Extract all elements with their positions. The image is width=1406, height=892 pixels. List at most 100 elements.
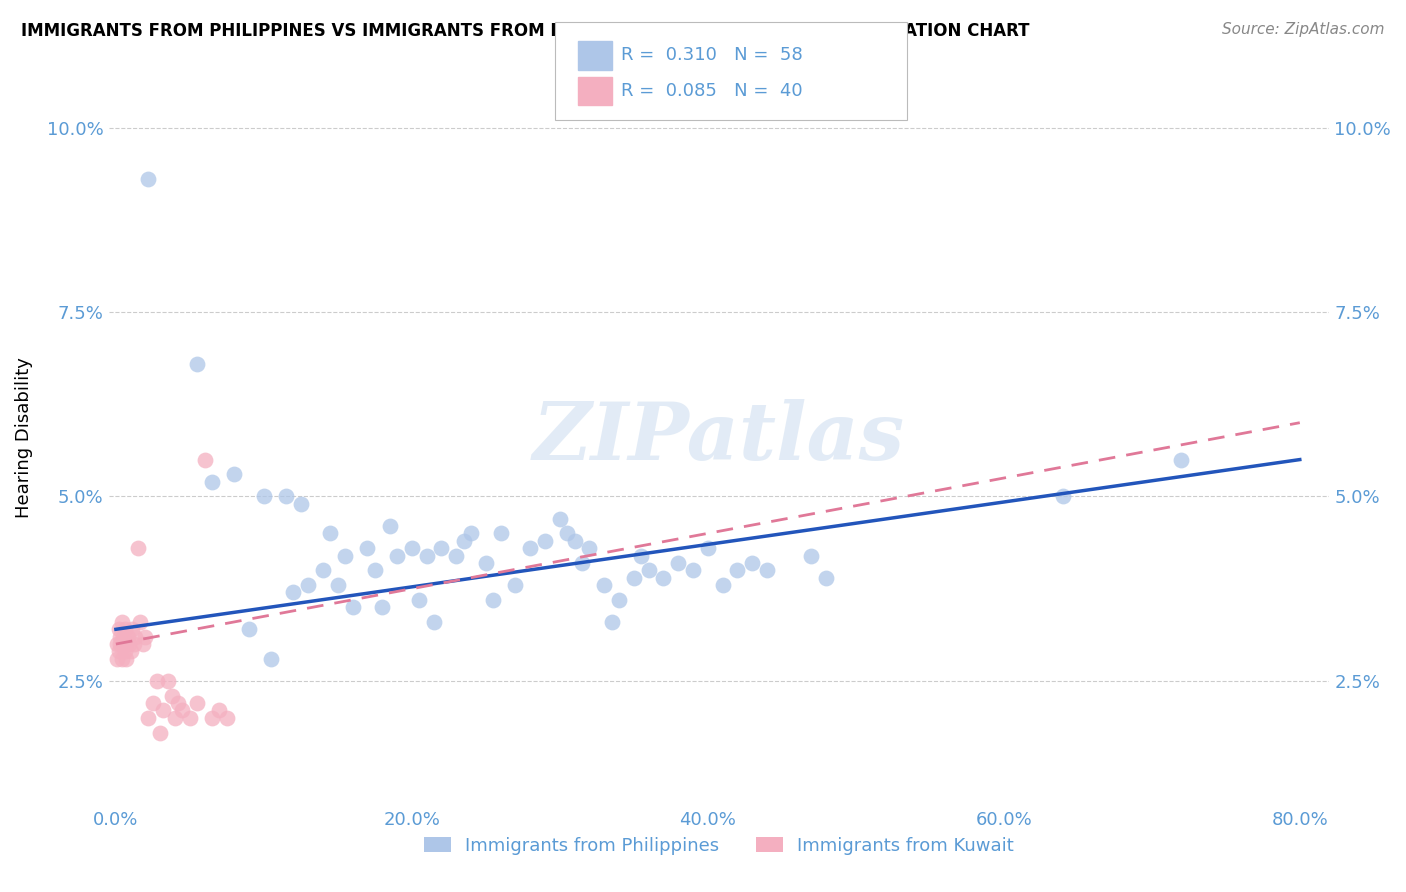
Point [652,571,675,585]
Point [696,541,718,555]
Point [371,600,394,615]
Point [475,556,498,570]
Point [312,563,335,577]
Point [555,526,578,541]
Point [134,630,156,644]
Point [489,526,512,541]
Point [274,490,297,504]
Point [110,630,132,644]
Point [378,519,401,533]
Point [156,673,179,688]
Text: Source: ZipAtlas.com: Source: ZipAtlas.com [1222,22,1385,37]
Point [446,549,468,563]
Point [114,622,136,636]
Point [430,541,453,555]
Point [607,592,630,607]
Point [120,644,142,658]
Point [319,526,342,541]
Point [128,615,150,629]
Point [201,711,224,725]
Point [111,652,134,666]
Point [118,637,141,651]
Point [637,563,659,577]
Point [297,578,319,592]
Point [146,673,169,688]
Point [165,711,187,725]
Point [124,630,146,644]
Point [482,592,505,607]
Point [578,541,600,555]
Point [111,615,134,629]
Point [108,622,131,636]
Point [548,511,571,525]
Point [115,652,138,666]
Point [666,556,689,570]
Point [179,711,201,725]
Point [105,652,128,666]
Point [682,563,704,577]
Point [152,703,174,717]
Point [112,630,135,644]
Point [741,556,763,570]
Point [186,696,208,710]
Point [1052,490,1074,504]
Point [110,637,132,651]
Text: R =  0.085   N =  40: R = 0.085 N = 40 [621,82,803,100]
Point [593,578,616,592]
Point [105,637,128,651]
Point [711,578,734,592]
Point [112,637,135,651]
Text: IMMIGRANTS FROM PHILIPPINES VS IMMIGRANTS FROM KUWAIT HEARING DISABILITY CORRELA: IMMIGRANTS FROM PHILIPPINES VS IMMIGRANT… [21,22,1029,40]
Point [201,475,224,489]
Point [138,711,160,725]
Point [505,578,527,592]
Point [260,652,283,666]
Point [238,622,260,636]
Y-axis label: Hearing Disability: Hearing Disability [15,357,32,518]
Point [290,497,312,511]
Point [208,703,231,717]
Point [142,696,165,710]
Point [215,711,238,725]
Point [342,600,364,615]
Point [117,630,139,644]
Legend: Immigrants from Philippines, Immigrants from Kuwait: Immigrants from Philippines, Immigrants … [415,828,1024,863]
Point [326,578,349,592]
Point [131,637,153,651]
Point [356,541,378,555]
Point [725,563,748,577]
Point [519,541,541,555]
Point [1170,452,1192,467]
Point [600,615,623,629]
Point [401,541,423,555]
Point [253,490,276,504]
Point [415,549,437,563]
Point [122,637,145,651]
Point [534,533,557,548]
Point [186,357,208,371]
Point [138,172,160,186]
Point [408,592,430,607]
Point [127,541,149,555]
Point [800,549,823,563]
Point [460,526,482,541]
Point [815,571,838,585]
Point [149,725,172,739]
Point [114,644,136,658]
Point [167,696,190,710]
Point [194,452,217,467]
Point [160,689,183,703]
Point [423,615,446,629]
Point [623,571,645,585]
Point [571,556,593,570]
Point [335,549,357,563]
Point [564,533,586,548]
Point [364,563,387,577]
Text: ZIPatlas: ZIPatlas [533,399,905,476]
Point [108,644,131,658]
Text: R =  0.310   N =  58: R = 0.310 N = 58 [621,46,803,64]
Point [453,533,475,548]
Point [385,549,408,563]
Point [224,467,246,482]
Point [121,622,143,636]
